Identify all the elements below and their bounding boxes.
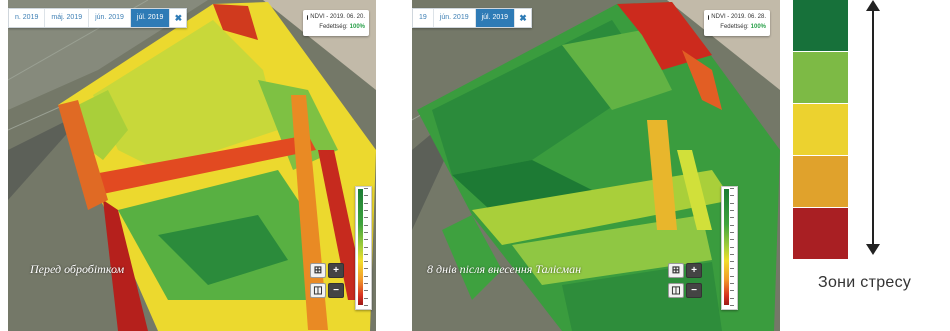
zoom-out-button[interactable]: − [686,283,702,298]
legend-gradient [724,189,729,305]
legend-gradient [358,189,363,305]
tab-month-active[interactable]: júl. 2019 [130,9,171,27]
tab-month[interactable]: n. 2019 [9,9,46,27]
stack-button[interactable]: ◫ [668,283,684,298]
stress-zone-block [793,52,848,103]
scale-arrow-line [872,6,874,246]
tab-month[interactable]: jún. 2019 [89,9,131,27]
ndvi-date: NDVI - 2019. 06. 28. [711,14,766,20]
tab-month[interactable]: máj. 2019 [45,9,90,27]
tab-month[interactable]: jún. 2019 [434,9,476,27]
stress-zone-block [793,156,848,207]
info-icon [708,14,710,20]
ndvi-map-before: n. 2019 máj. 2019 jún. 2019 júl. 2019 ✖ … [8,0,376,331]
layers-button[interactable]: ⊞ [310,263,326,278]
tab-month-active[interactable]: júl. 2019 [475,9,516,27]
cloud-cover-value: 100% [750,24,766,30]
stress-zone-block [793,0,848,51]
arrow-up-icon [866,0,880,11]
ndvi-info-box: NDVI - 2019. 06. 20. Fedettség: 100% [303,10,369,36]
zoom-in-button[interactable]: + [328,263,344,278]
cloud-cover-label: Fedettség: [720,24,749,30]
month-tab-bar: n. 2019 máj. 2019 jún. 2019 júl. 2019 ✖ [8,8,188,28]
legend-ticks [364,188,370,306]
month-tab-bar: 19 jún. 2019 júl. 2019 ✖ [412,8,533,28]
zoom-in-button[interactable]: + [686,263,702,278]
arrow-down-icon [866,244,880,255]
cloud-cover-value: 100% [349,24,365,30]
legend-ticks [730,188,736,306]
field-map-image [412,0,780,331]
close-icon[interactable]: ✖ [170,9,187,27]
ndvi-map-after: 19 jún. 2019 júl. 2019 ✖ NDVI - 2019. 06… [412,0,780,331]
stress-zone-block [793,104,848,155]
stress-zone-block [793,208,848,259]
ndvi-info-box: NDVI - 2019. 06. 28. Fedettség: 100% [704,10,770,36]
layers-button[interactable]: ⊞ [668,263,684,278]
zoom-out-button[interactable]: − [328,283,344,298]
caption-after: 8 днів після внесення Талісман [427,262,582,276]
stack-button[interactable]: ◫ [310,283,326,298]
close-icon[interactable]: ✖ [515,9,532,27]
info-icon [307,14,309,20]
field-map-image [8,0,376,331]
caption-before: Перед обробітком [30,262,125,276]
cloud-cover-label: Fedettség: [319,24,348,30]
stress-zones-label: Зони стресу [818,274,912,291]
tab-month[interactable]: 19 [413,9,434,27]
ndvi-color-legend [355,186,372,310]
ndvi-color-legend [721,186,738,310]
ndvi-date: NDVI - 2019. 06. 20. [310,14,365,20]
